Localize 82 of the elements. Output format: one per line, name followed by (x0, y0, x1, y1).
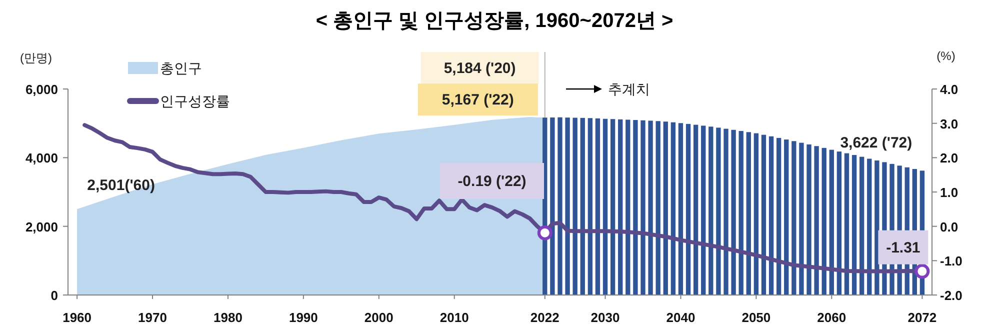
x-tick-label: 2060 (817, 310, 846, 325)
y2-tick-label: -1.0 (940, 254, 962, 269)
bar (670, 122, 676, 295)
x-tick-label: 2000 (364, 310, 394, 325)
x-tick-label: 2010 (440, 310, 469, 325)
annotation: 5,184 ('20) (444, 60, 516, 78)
bar (640, 120, 646, 295)
x-tick-label: 2040 (666, 310, 696, 325)
bar (768, 136, 774, 295)
y-tick-label: 4,000 (25, 150, 58, 166)
y2-tick-label: 2.0 (940, 150, 958, 166)
y-tick-label: 0 (50, 288, 58, 303)
chart-title: < 총인구 및 인구성장률, 1960~2072년 > (316, 10, 674, 32)
bar (716, 128, 721, 295)
bar (588, 118, 593, 295)
bar (799, 142, 804, 295)
y2-tick-label: 3.0 (940, 116, 958, 132)
bar (572, 118, 578, 295)
bar (852, 155, 857, 295)
bar (626, 120, 630, 295)
x-tick-label: 1960 (62, 310, 92, 325)
bar (792, 141, 796, 295)
x-tick-label: 2072 (908, 310, 937, 325)
bar (708, 126, 714, 295)
bar (746, 132, 751, 295)
y2-tick-label: 1.0 (940, 185, 958, 200)
annotation: -1.31 (886, 239, 920, 256)
bar (686, 124, 691, 295)
annotation: -0.19 ('22) (458, 173, 526, 190)
bar (565, 118, 570, 295)
bar (806, 144, 812, 295)
annotation: 추계치 (608, 81, 650, 97)
y2-tick-label: -2.0 (940, 288, 962, 303)
bar (602, 118, 608, 295)
bar (678, 123, 684, 295)
bar (814, 146, 819, 295)
bar (844, 153, 850, 295)
bar (836, 152, 842, 295)
note: 3,622 ('72) (840, 134, 912, 152)
bar (724, 128, 728, 295)
bar (867, 158, 872, 295)
y-axis-title: (만명) (20, 51, 52, 65)
y-tick-label: 6,000 (25, 82, 58, 97)
bar (822, 148, 826, 295)
bar (731, 130, 736, 295)
x-tick-label: 2022 (530, 310, 560, 325)
y2-tick-label: 4.0 (940, 82, 958, 97)
bar (784, 140, 789, 295)
legend-label: 총인구 (160, 60, 202, 76)
bar (776, 138, 782, 295)
bar (761, 134, 766, 295)
bar (754, 133, 759, 295)
legend-label: 인구성장률 (160, 93, 230, 109)
bar (656, 121, 660, 295)
bar (738, 130, 744, 295)
y2-axis-title: (%) (936, 49, 956, 63)
x-tick-label: 1990 (288, 310, 318, 325)
x-tick-label: 2050 (742, 310, 771, 325)
bar (859, 156, 864, 295)
x-tick-label: 1980 (214, 310, 242, 325)
bar (648, 120, 653, 295)
y-tick-label: 2,000 (25, 219, 58, 234)
bar (829, 150, 834, 295)
y2-tick-label: 0.0 (940, 219, 958, 234)
bar (618, 119, 623, 295)
bar (663, 122, 668, 295)
note: -0.19 ('22) (440, 163, 544, 199)
note: 2,501('60) (87, 177, 155, 194)
x-tick-label: 1970 (138, 310, 167, 325)
note: -1.31 (878, 230, 928, 264)
note: 5,184 ('20) (420, 52, 539, 84)
bar (580, 118, 585, 295)
x-tick-label: 2030 (590, 310, 620, 325)
bar (610, 119, 616, 295)
bar (595, 118, 600, 295)
annotation: 5,167 ('22) (442, 92, 514, 109)
bar (550, 117, 555, 295)
bar (693, 124, 698, 295)
note: 5,167 ('22) (418, 84, 538, 116)
bar (633, 120, 638, 295)
bar (558, 117, 562, 295)
bar (701, 126, 706, 295)
